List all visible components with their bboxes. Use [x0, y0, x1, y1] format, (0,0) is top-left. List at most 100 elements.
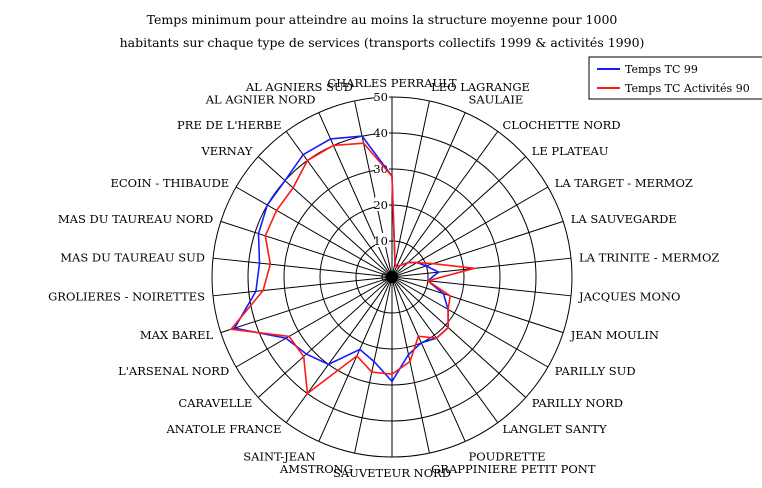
chart-title-line-1: Temps minimum pour atteindre au moins la… [147, 12, 618, 27]
point-temps-tc-activit-s-90-sauveteur-nord [391, 373, 393, 376]
point-temps-tc-99-mas-du-taureau-nord [257, 232, 260, 235]
category-label-caravelle: CARAVELLE [178, 396, 252, 410]
tick-label-bg-20 [375, 197, 389, 211]
legend: Temps TC 99 Temps TC Activités 90 [588, 56, 762, 100]
point-temps-tc-activit-s-90-jacques-mono [426, 279, 429, 282]
spoke-amstrong [354, 276, 393, 454]
category-label-sauveteur-nord: SAUVETEUR NORD [333, 466, 451, 480]
point-temps-tc-activit-s-90-poudrette [417, 335, 420, 338]
spoke-saint-jean [318, 276, 393, 442]
category-label-pre-de-l-herbe: PRE DE L'HERBE [177, 118, 281, 132]
spoke-mas-du-taureau-nord [220, 220, 393, 278]
category-label-leo-lagrange: LEO LAGRANGE [431, 80, 530, 94]
category-label-anatole-france: ANATOLE FRANCE [165, 422, 281, 436]
category-label-le-plateau: LE PLATEAU [532, 144, 609, 158]
spoke-jean-moulin [391, 276, 564, 334]
point-temps-tc-99-anatole-france [327, 363, 330, 366]
point-temps-tc-activit-s-90-la-target-mermoz [416, 261, 418, 264]
spoke-la-sauvegarde [391, 220, 564, 278]
spoke-al-agniers-sud [354, 100, 393, 278]
spoke-anatole-france [285, 276, 393, 423]
spoke-ecoin-thibaude [235, 186, 393, 278]
category-label-charles-perrault: CHARLES PERRAULT [327, 76, 457, 90]
point-temps-tc-activit-s-90-langlet-santy [435, 337, 438, 340]
point-temps-tc-99-caravelle [305, 353, 308, 355]
point-temps-tc-99-la-sauvegarde [425, 264, 428, 267]
category-label-poudrette: POUDRETTE [469, 450, 546, 464]
spoke-mas-du-taureau-sud [212, 257, 393, 278]
point-temps-tc-activit-s-90-le-plateau [407, 261, 409, 264]
point-temps-tc-activit-s-90-parilly-nord [447, 326, 450, 329]
spoke-la-trinite-mermoz [391, 257, 572, 278]
tick-label-20: 20 [373, 198, 388, 212]
category-label-l-arsenal-nord: L'ARSENAL NORD [118, 364, 229, 378]
tick-label-bg-10 [375, 233, 389, 247]
point-temps-tc-activit-s-90-mas-du-taureau-sud [269, 263, 272, 266]
point-temps-tc-activit-s-90-charles-perrault [391, 175, 393, 178]
legend-label-temps-tc-activites-90: Temps TC Activités 90 [625, 82, 750, 95]
category-label-mas-du-taureau-sud: MAS DU TAUREAU SUD [60, 250, 205, 264]
point-temps-tc-activit-s-90-grolieres-noirettes [262, 289, 265, 292]
category-label-max-barel: MAX BAREL [140, 328, 214, 342]
point-temps-tc-99-la-trinite-mermoz [437, 271, 440, 274]
point-temps-tc-99-ecoin-thibaude [266, 204, 269, 206]
chart-title: Temps minimum pour atteindre au moins la… [120, 12, 645, 50]
tick-label-bg-50 [375, 89, 389, 103]
point-temps-tc-activit-s-90-jean-moulin [449, 295, 452, 297]
spoke-grappiniere-petit-pont [391, 276, 430, 454]
tick-label-50: 50 [373, 90, 388, 104]
category-label-al-agnier-nord: AL AGNIER NORD [205, 92, 316, 106]
tick-label-40: 40 [373, 126, 388, 140]
legend-box [588, 56, 762, 100]
point-temps-tc-activit-s-90-ecoin-thibaude [275, 209, 278, 212]
point-temps-tc-99-jean-moulin [442, 292, 445, 295]
point-temps-tc-activit-s-90-al-agniers-sud [362, 142, 365, 145]
category-label-saint-jean: SAINT-JEAN [243, 450, 315, 464]
spoke-le-plateau [391, 156, 527, 278]
spoke-clochette-nord [391, 131, 499, 278]
point-temps-tc-99-al-agnier-nord [329, 137, 332, 140]
category-label-al-agniers-sud: AL AGNIERS SUD [245, 80, 353, 94]
series-temps-tc-activit-s-90 [229, 142, 476, 396]
point-temps-tc-activit-s-90-grappiniere-petit-pont [409, 360, 411, 363]
point-temps-tc-99-sauveteur-nord [391, 380, 393, 383]
point-temps-tc-activit-s-90-saint-jean [355, 355, 358, 357]
category-label-vernay: VERNAY [200, 144, 252, 158]
point-temps-tc-activit-s-90-l-arsenal-nord [288, 335, 291, 338]
category-label-clochette-nord: CLOCHETTE NORD [503, 118, 621, 132]
category-label-langlet-santy: LANGLET SANTY [503, 422, 607, 436]
point-temps-tc-99-poudrette [420, 341, 423, 344]
point-temps-tc-99-grappiniere-petit-pont [407, 353, 410, 356]
series-line-temps-tc-activit-s-90 [229, 142, 475, 396]
legend-label-temps-tc-99: Temps TC 99 [625, 63, 698, 76]
spoke-l-arsenal-nord [235, 276, 393, 368]
point-temps-tc-99-l-arsenal-nord [285, 337, 287, 340]
tick-label-10: 10 [373, 234, 388, 248]
point-temps-tc-activit-s-90-parilly-sud [447, 308, 450, 311]
tick-label-0: 0 [381, 270, 388, 284]
point-temps-tc-99-mas-du-taureau-sud [258, 262, 261, 264]
point-temps-tc-99-max-barel [233, 327, 236, 330]
point-temps-tc-activit-s-90-vernay [292, 186, 294, 189]
polar-spokes [212, 97, 572, 457]
point-temps-tc-activit-s-90-la-trinite-mermoz [473, 267, 476, 270]
spoke-pre-de-l-herbe [285, 131, 393, 278]
point-temps-tc-activit-s-90-pre-de-l-herbe [306, 159, 309, 162]
chart-title-line-2: habitants sur chaque type de services (t… [120, 35, 645, 50]
point-temps-tc-activit-s-90-al-agnier-nord [332, 144, 335, 147]
point-temps-tc-99-amstrong [373, 360, 375, 363]
category-label-jacques-mono: JACQUES MONO [578, 290, 680, 304]
category-label-la-trinite-mermoz: LA TRINITE - MERMOZ [579, 250, 719, 264]
tick-label-bg-30 [375, 161, 389, 175]
point-temps-tc-activit-s-90-la-sauvegarde [432, 262, 434, 265]
category-label-la-target-mermoz: LA TARGET - MERMOZ [555, 176, 693, 190]
point-temps-tc-99-saint-jean [358, 348, 361, 351]
spoke-vernay [257, 156, 393, 278]
point-temps-tc-99-al-agniers-sud [361, 135, 363, 138]
category-label-grappiniere-petit-pont: GRAPPINIERE PETIT PONT [431, 462, 596, 476]
point-temps-tc-activit-s-90-clochette-nord [399, 264, 402, 267]
category-label-la-sauvegarde: LA SAUVEGARDE [571, 212, 677, 226]
point-temps-tc-activit-s-90-mas-du-taureau-nord [264, 234, 267, 237]
